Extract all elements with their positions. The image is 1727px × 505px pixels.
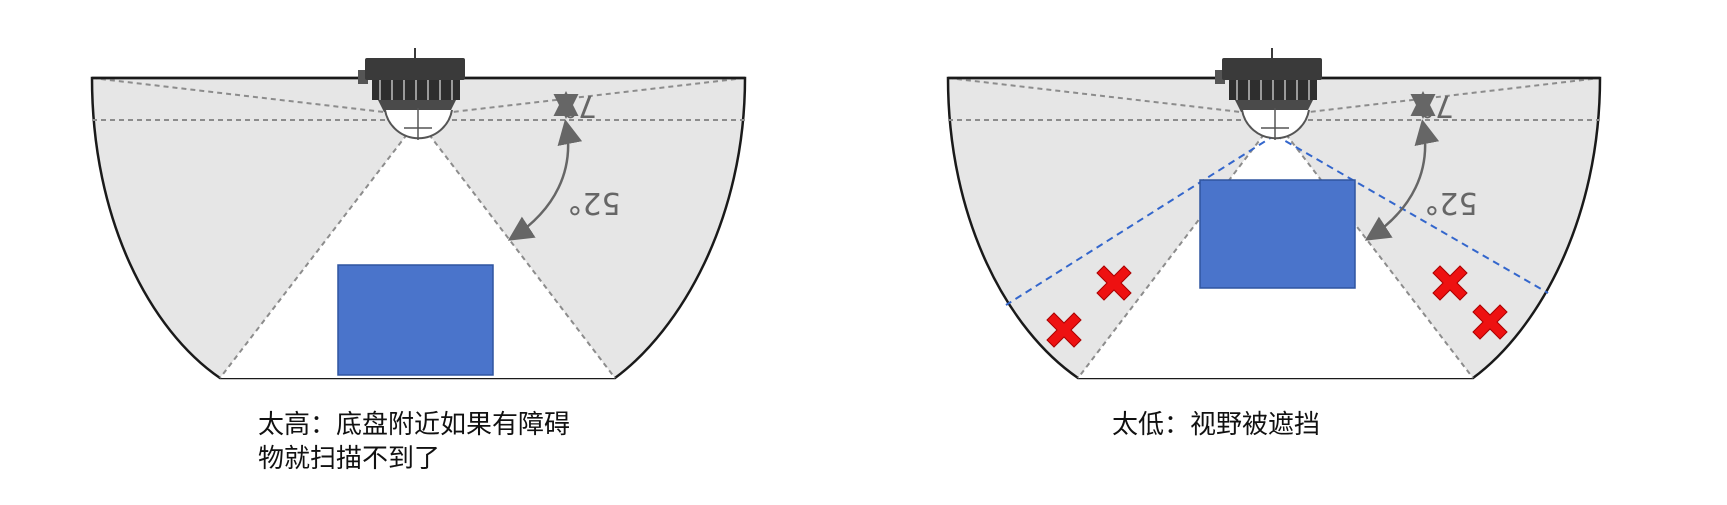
beam-lines	[947, 77, 1601, 379]
caption-line: 太高：底盘附近如果有障碍	[258, 410, 571, 440]
caption-line: 太低：视野被遮挡	[1112, 410, 1321, 440]
angle-small-label: 7°	[1420, 88, 1454, 123]
obstacle-box	[1199, 179, 1356, 289]
red-x-icon	[1432, 265, 1468, 301]
lidar-sensor-icon	[358, 48, 465, 140]
red-x-icon	[1096, 265, 1132, 301]
lidar-sensor-icon	[1215, 48, 1322, 140]
angle-arrows	[1364, 91, 1440, 241]
panel-too-low: 7° 52°	[946, 48, 1602, 380]
angle-small-label: 7°	[563, 88, 597, 123]
angle-arrows	[507, 91, 583, 241]
red-x-icon	[1046, 312, 1082, 348]
obstacle-box	[337, 264, 494, 376]
angle-large-label: 52°	[1424, 185, 1477, 220]
caption-line: 物就扫描不到了	[258, 444, 441, 474]
caption-too-low: 太低：视野被遮挡	[1112, 408, 1320, 442]
caption-too-high: 太高：底盘附近如果有障碍 物就扫描不到了	[258, 408, 570, 476]
blind-zone	[220, 120, 615, 378]
panel-too-high: 7° 52°	[90, 48, 747, 380]
angle-large-label: 52°	[567, 185, 620, 220]
red-x-icon	[1472, 304, 1508, 340]
